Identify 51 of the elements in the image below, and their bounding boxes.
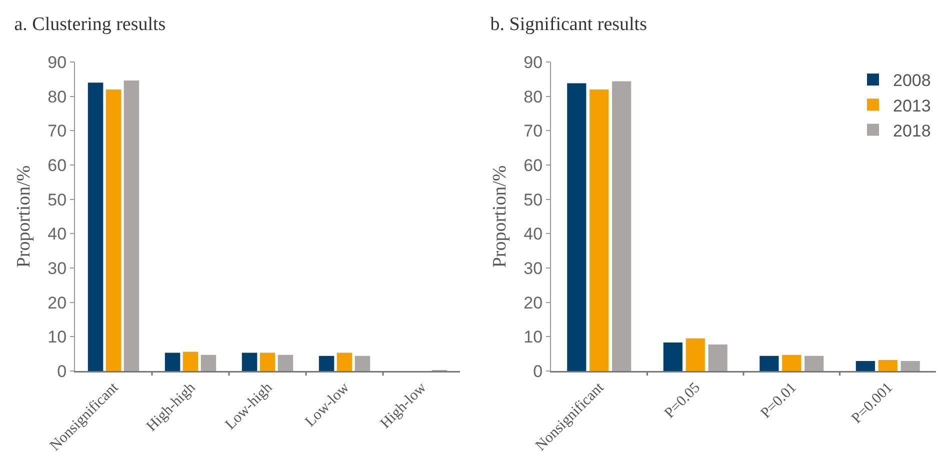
bar [708, 344, 728, 371]
legend-label: 2013 [893, 96, 931, 116]
y-tick-label: 0 [533, 362, 543, 381]
y-tick-label: 20 [524, 293, 543, 312]
bar [88, 82, 104, 371]
y-axis-title: Proportion/% [14, 165, 35, 268]
bar [242, 352, 258, 371]
y-tick-label: 70 [524, 122, 543, 141]
bar [878, 360, 898, 371]
legend-label: 2008 [893, 71, 931, 90]
bar [260, 352, 276, 371]
y-tick-label: 20 [48, 293, 67, 312]
y-tick-label: 40 [48, 224, 67, 244]
y-tick-label: 90 [48, 52, 67, 72]
y-tick-label: 60 [524, 156, 543, 175]
y-axis-title: Proportion/% [490, 165, 511, 268]
y-tick-label: 10 [524, 328, 543, 347]
y-tick-label: 30 [524, 258, 543, 278]
bar [590, 89, 609, 371]
y-tick-label: 70 [48, 122, 67, 141]
y-tick-label: 50 [524, 190, 543, 210]
bar [804, 356, 824, 371]
bar [567, 83, 586, 371]
y-tick-label: 80 [524, 87, 543, 106]
y-tick-label: 90 [524, 52, 543, 72]
chart-title: b. Significant results [490, 14, 647, 35]
bar [612, 81, 632, 371]
legend-label: 2018 [893, 121, 931, 140]
y-tick-label: 30 [48, 258, 67, 278]
bar [200, 354, 216, 371]
bar [856, 361, 875, 371]
bar [782, 354, 802, 371]
bar [336, 352, 352, 371]
bar [760, 356, 779, 371]
bar [318, 356, 334, 371]
bar [686, 338, 705, 371]
y-tick-label: 50 [48, 190, 67, 210]
bar [663, 342, 682, 371]
bar [164, 352, 180, 371]
y-tick-label: 10 [48, 328, 67, 347]
y-tick-label: 40 [524, 224, 543, 244]
bar [182, 352, 198, 371]
chart-title: a. Clustering results [14, 14, 166, 35]
bar [278, 354, 294, 371]
y-tick-label: 0 [57, 362, 67, 381]
bar [354, 356, 370, 371]
y-tick-label: 80 [48, 87, 67, 106]
bar [900, 361, 920, 371]
bar [124, 80, 140, 371]
bar [106, 89, 122, 371]
y-tick-label: 60 [48, 156, 67, 175]
